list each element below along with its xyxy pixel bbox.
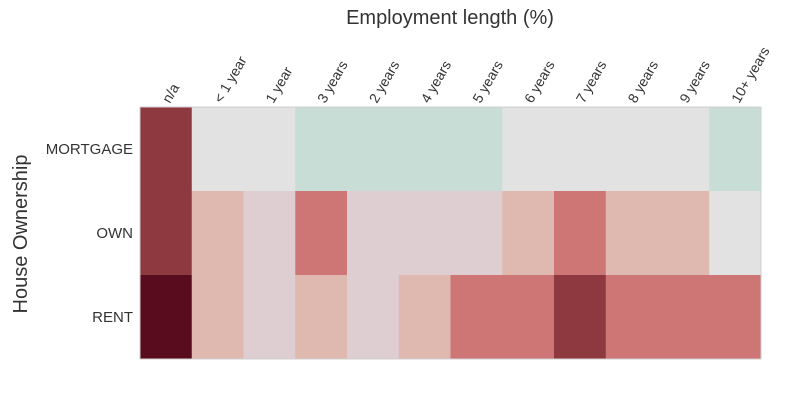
heatmap-cell-0-3 <box>295 107 348 192</box>
heatmap-cell-0-9 <box>605 107 658 192</box>
x-tick-label: 3 years <box>314 58 351 106</box>
heatmap-cell-1-11 <box>709 191 762 276</box>
heatmap-cell-2-1 <box>191 275 244 360</box>
heatmap-cell-1-3 <box>295 191 348 276</box>
heatmap-cell-1-10 <box>657 191 710 276</box>
heatmap-cell-2-7 <box>502 275 555 360</box>
x-tick-label: 7 years <box>573 58 610 106</box>
x-axis-title: Employment length (%) <box>346 7 554 29</box>
heatmap-cell-1-5 <box>398 191 451 276</box>
x-tick-label: 6 years <box>521 58 558 106</box>
x-tick-labels: n/a < 1 year 1 year 3 years 2 years 4 years 5 … <box>159 44 773 106</box>
x-tick-label: 5 years <box>469 58 506 106</box>
heatmap-cell-0-4 <box>347 107 400 192</box>
x-tick-label: 1 year <box>262 64 295 106</box>
x-tick-label: 9 years <box>676 58 713 106</box>
x-tick-label: 8 years <box>624 58 661 106</box>
heatmap-cell-0-11 <box>709 107 762 192</box>
heatmap-cell-2-3 <box>295 275 348 360</box>
heatmap-cell-1-1 <box>191 191 244 276</box>
heatmap-cell-1-0 <box>140 191 193 276</box>
y-tick-labels: MORTGAGE OWN RENT <box>46 141 133 326</box>
plot-frame <box>139 106 762 360</box>
heatmap-cell-2-10 <box>657 275 710 360</box>
heatmap-cell-2-4 <box>347 275 400 360</box>
x-tick-label: 2 years <box>366 58 403 106</box>
heatmap-cell-0-7 <box>502 107 555 192</box>
heatmap-cell-2-0 <box>140 275 193 360</box>
heatmap-cell-2-6 <box>450 275 503 360</box>
x-tick-label: 4 years <box>417 58 454 106</box>
x-tick-label: 10+ years <box>728 44 773 106</box>
heatmap-cell-2-2 <box>243 275 296 360</box>
heatmap-cell-0-1 <box>191 107 244 192</box>
heatmap-cell-2-9 <box>605 275 658 360</box>
heatmap-cell-0-6 <box>450 107 503 192</box>
heatmap-cell-0-2 <box>243 107 296 192</box>
y-tick-label: MORTGAGE <box>46 141 133 158</box>
x-tick-label: < 1 year <box>210 53 250 105</box>
heatmap-cell-2-5 <box>398 275 451 360</box>
heatmap-cell-0-8 <box>554 107 607 192</box>
heatmap-cell-0-0 <box>140 107 193 192</box>
y-tick-label: RENT <box>92 309 133 326</box>
heatmap-cells <box>140 107 762 360</box>
y-tick-label: OWN <box>96 225 133 242</box>
heatmap-cell-2-11 <box>709 275 762 360</box>
y-axis-title: House Ownership <box>10 155 32 314</box>
heatmap-cell-1-2 <box>243 191 296 276</box>
heatmap-cell-0-10 <box>657 107 710 192</box>
heatmap-cell-1-4 <box>347 191 400 276</box>
heatmap-cell-0-5 <box>398 107 451 192</box>
heatmap-cell-1-7 <box>502 191 555 276</box>
heatmap-cell-1-9 <box>605 191 658 276</box>
heatmap-cell-2-8 <box>554 275 607 360</box>
x-tick-label: n/a <box>159 80 183 105</box>
heatmap-cell-1-6 <box>450 191 503 276</box>
heatmap-cell-1-8 <box>554 191 607 276</box>
